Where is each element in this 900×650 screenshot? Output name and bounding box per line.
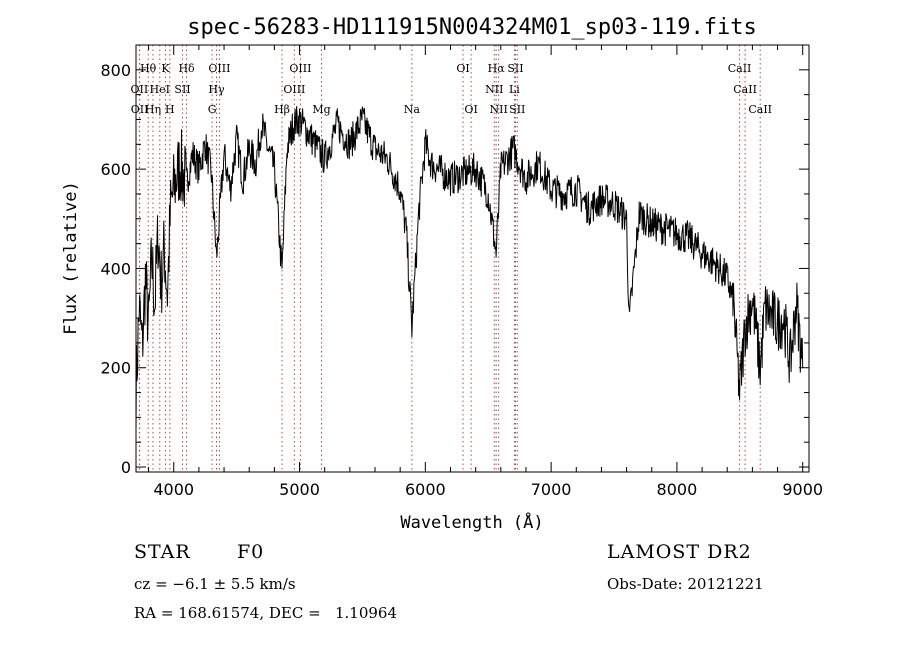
axis-ticks: 4000 5000 6000 7000 8000 9000 0 200 400 600 800 [100,44,823,499]
y-tick-label: 400 [100,259,131,278]
line-marker-label: SII [507,62,523,75]
line-marker-label: Na [404,103,421,116]
line-marker-label: Hη [145,103,161,116]
spectrum-series-line [135,106,804,433]
line-marker-label: NII [485,83,503,96]
line-marker-label: OIII [208,62,230,75]
series-layer [135,106,804,433]
object-class: STAR [134,541,191,563]
line-marker-label: NII [490,103,508,116]
line-marker-label: OI [456,62,469,75]
line-marker-label: CaII [748,103,772,116]
line-marker-label: OIII [283,83,305,96]
x-tick-label: 5000 [279,480,320,499]
line-marker-label: CaII [728,62,752,75]
y-tick-label: 0 [121,458,131,477]
coordinates: RA = 168.61574, DEC = 1.10964 [134,604,398,622]
x-axis-label: Wavelength (Å) [400,511,543,533]
line-marker-label: Hα [488,62,506,75]
line-marker-label: K [161,62,170,75]
line-marker-label: Hδ [178,62,195,75]
line-marker-label: OIII [289,62,311,75]
x-tick-label: 7000 [531,480,572,499]
line-marker-label: HeI [150,83,170,96]
line-marker-label: Mg [312,103,330,116]
y-axis-label: Flux (relative) [61,181,81,335]
line-marker-label: Hθ [140,62,157,75]
line-marker-label: OII [131,83,149,96]
line-marker-label: OI [464,103,477,116]
y-tick-label: 600 [100,160,131,179]
chart-title: spec-56283-HD111915N004324M01_sp03-119.f… [187,15,757,40]
line-marker-label: Hγ [208,83,225,96]
line-marker-label: CaII [733,83,757,96]
redshift-cz: cz = −6.1 ± 5.5 km/s [134,575,296,593]
line-marker-label: H [165,103,175,116]
x-tick-label: 9000 [782,480,823,499]
observation-date: Obs-Date: 20121221 [607,575,764,593]
line-marker-label: SII [174,83,190,96]
subclass: F0 [237,541,265,563]
line-marker-label: Hβ [274,103,290,116]
x-tick-label: 4000 [153,480,194,499]
y-tick-label: 200 [100,359,131,378]
survey-name: LAMOST DR2 [607,541,752,563]
x-tick-label: 6000 [405,480,446,499]
x-tick-label: 8000 [657,480,698,499]
line-marker-label: Li [509,83,520,96]
line-marker-label: OII [131,103,149,116]
line-marker-label: G [208,103,217,116]
y-tick-label: 800 [100,61,131,80]
line-marker-label: SII [509,103,525,116]
plot-frame [135,44,810,473]
